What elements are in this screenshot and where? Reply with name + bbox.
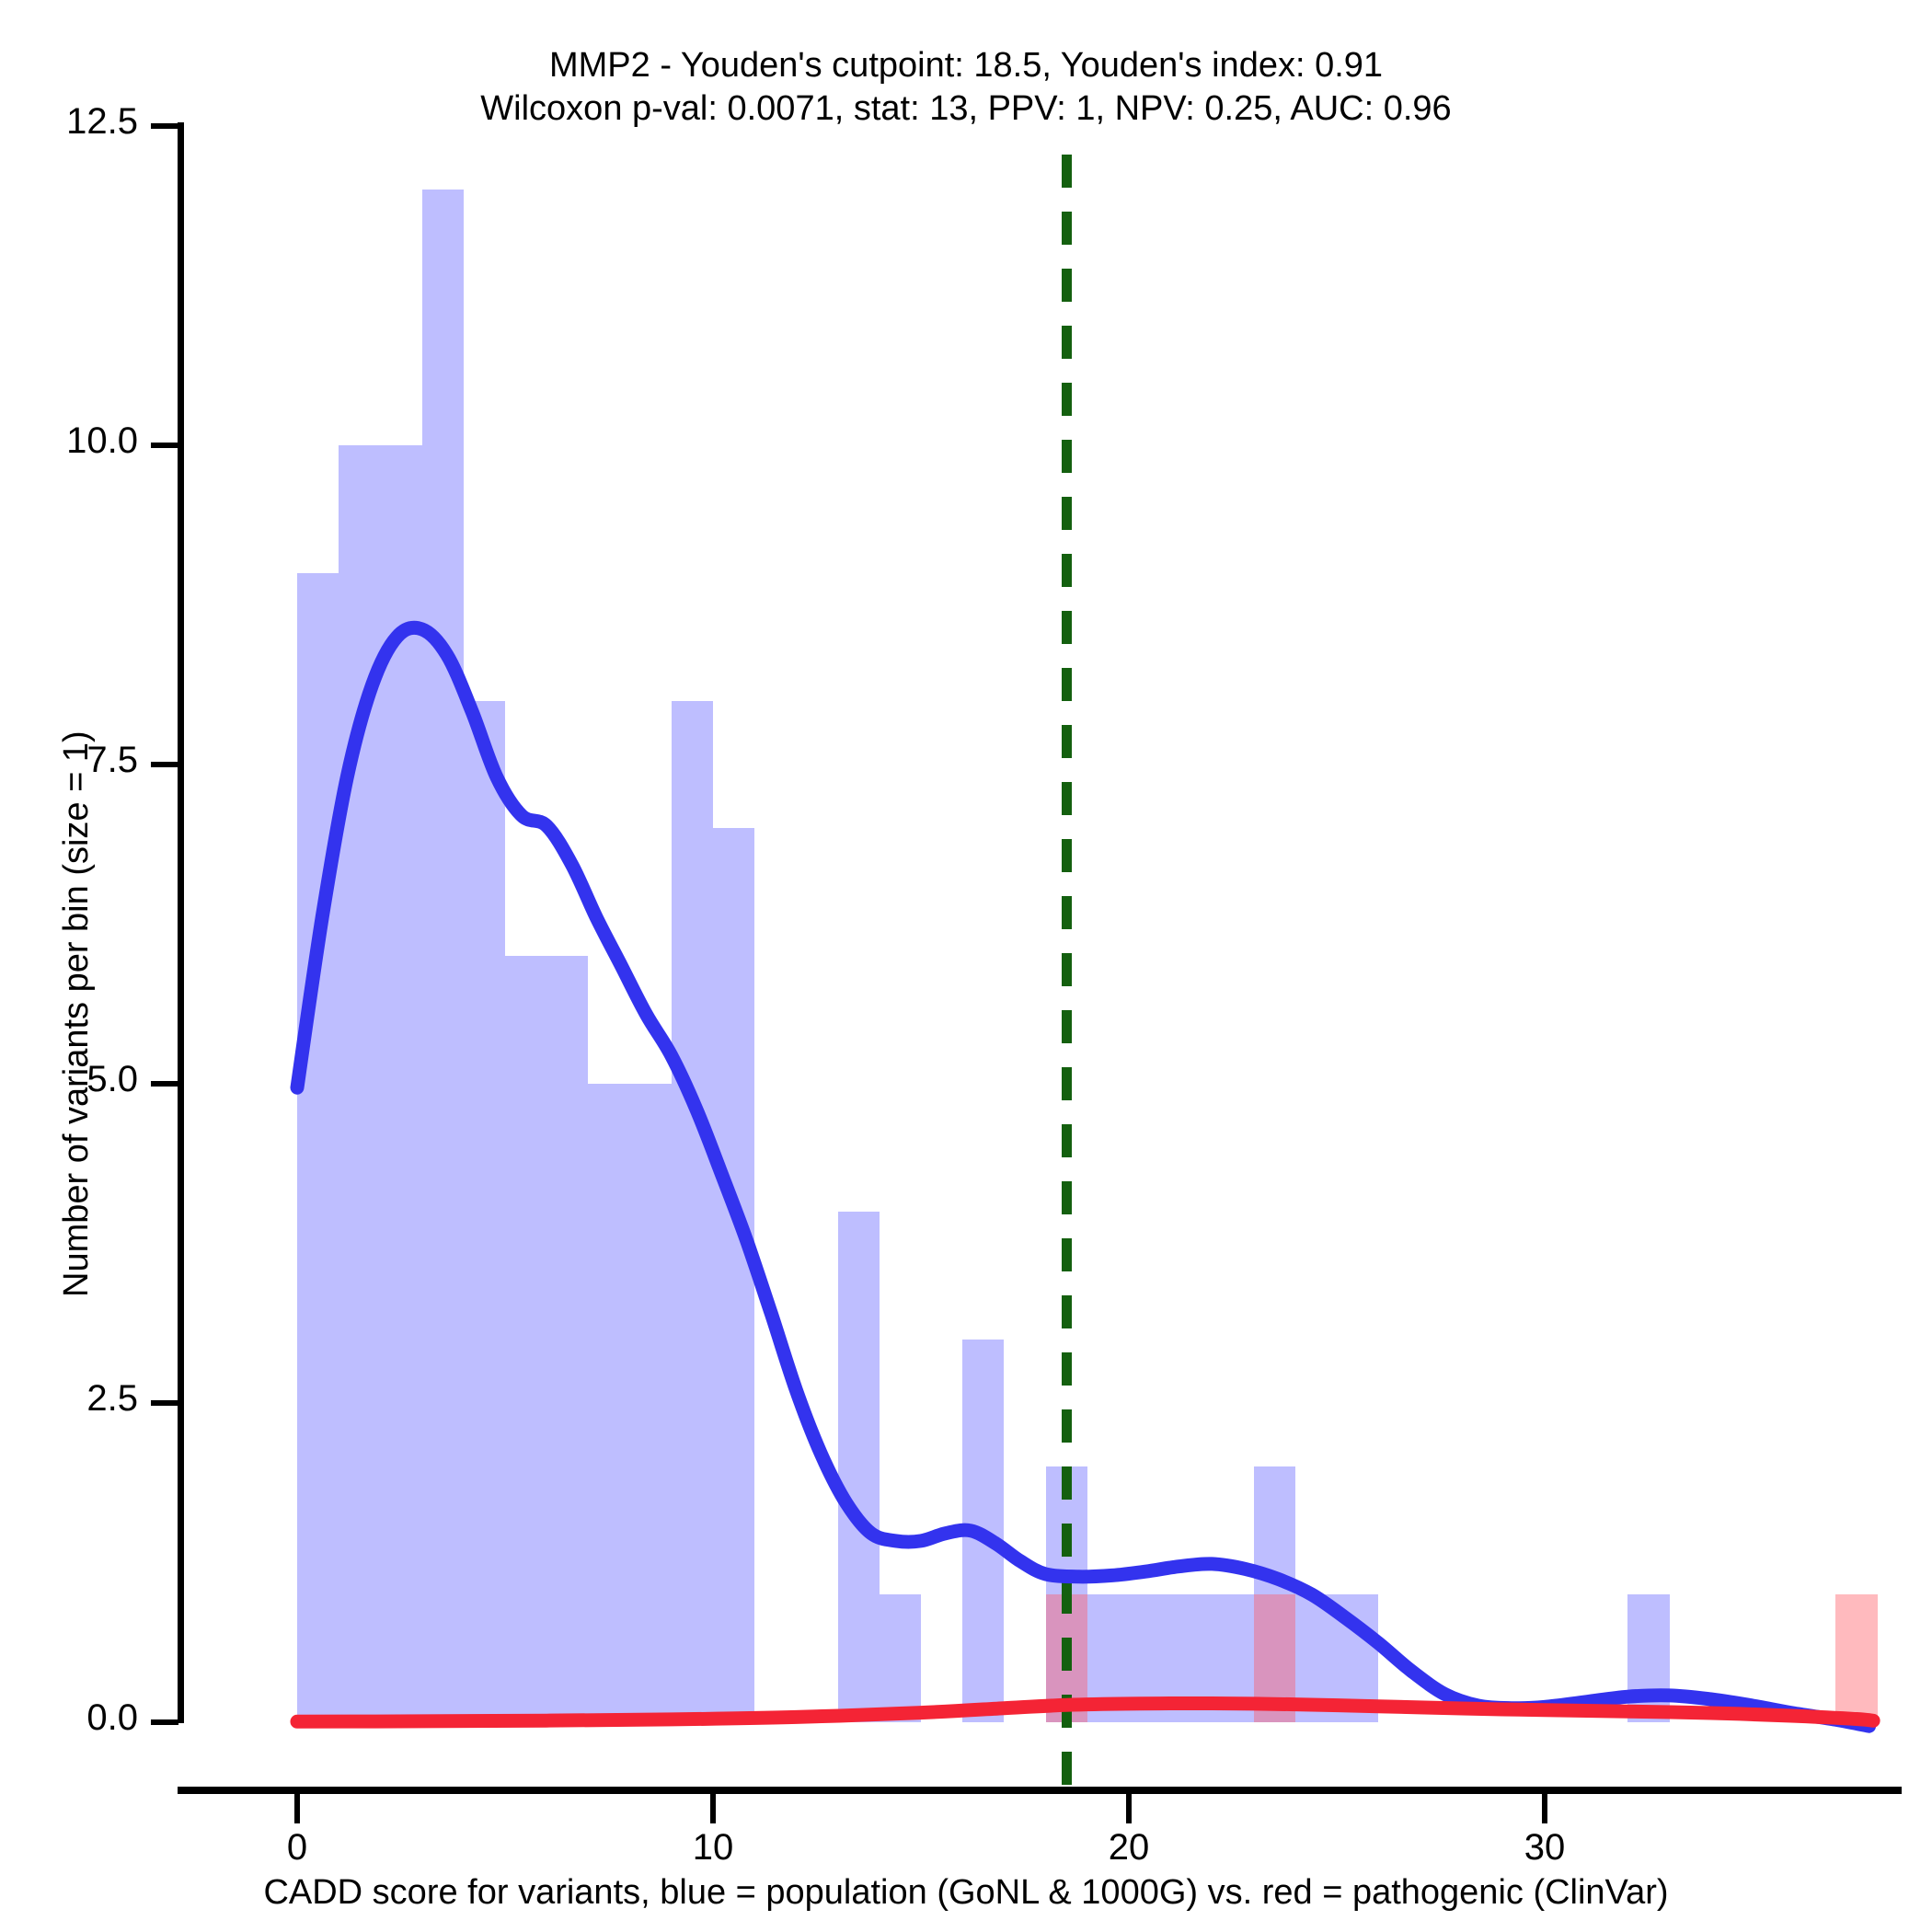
- y-tick-7.5: [151, 762, 178, 767]
- population-bar: [713, 828, 755, 1722]
- population-bar: [671, 700, 713, 1722]
- population-bar: [339, 445, 381, 1722]
- y-tick-label-10.0: 10.0: [66, 420, 138, 461]
- y-tick-label-2.5: 2.5: [86, 1378, 138, 1419]
- x-tick-label-30: 30: [1524, 1827, 1566, 1868]
- population-bar: [837, 1211, 880, 1722]
- x-tick-20: [1126, 1794, 1132, 1823]
- x-axis-line: [178, 1787, 1902, 1794]
- x-axis-label: CADD score for variants, blue = populati…: [263, 1873, 1669, 1912]
- y-axis-line: [178, 122, 184, 1723]
- population-bar: [879, 1594, 921, 1722]
- population-bar: [962, 1339, 1005, 1722]
- population-bar: [1087, 1594, 1254, 1722]
- y-tick-5.0: [151, 1081, 178, 1087]
- population-bar: [380, 445, 422, 1722]
- pathogenic-bar: [1835, 1594, 1878, 1722]
- x-tick-10: [710, 1794, 716, 1823]
- chart-title: MMP2 - Youden's cutpoint: 18.5, Youden's…: [548, 46, 1384, 85]
- population-bar: [1294, 1594, 1379, 1722]
- x-tick-30: [1542, 1794, 1547, 1823]
- pathogenic-bar: [1253, 1594, 1295, 1722]
- y-tick-0.0: [151, 1719, 178, 1725]
- y-tick-label-5.0: 5.0: [86, 1059, 138, 1099]
- y-tick-12.5: [151, 123, 178, 129]
- population-bar: [421, 190, 464, 1722]
- youden-cutpoint-line: [1062, 155, 1073, 1787]
- population-bar: [546, 956, 589, 1722]
- y-tick-2.5: [151, 1400, 178, 1406]
- population-bar: [505, 956, 547, 1722]
- x-tick-label-10: 10: [692, 1827, 734, 1868]
- y-tick-label-7.5: 7.5: [86, 740, 138, 780]
- x-tick-label-0: 0: [286, 1827, 308, 1868]
- x-tick-0: [294, 1794, 300, 1823]
- chart-title-block: MMP2 - Youden's cutpoint: 18.5, Youden's…: [0, 44, 1932, 131]
- y-axis-label: Number of variants per bin (size = 1): [57, 730, 96, 1297]
- population-bar: [588, 1084, 630, 1722]
- y-tick-label-12.5: 12.5: [66, 101, 138, 142]
- chart-subtitle: Wilcoxon p-val: 0.0071, stat: 13, PPV: 1…: [480, 89, 1452, 128]
- population-bar: [297, 572, 339, 1722]
- population-bar: [629, 1084, 672, 1722]
- x-tick-label-20: 20: [1108, 1827, 1150, 1868]
- y-tick-label-0.0: 0.0: [86, 1697, 138, 1738]
- population-bar: [463, 700, 505, 1722]
- population-bar: [1627, 1594, 1670, 1722]
- y-tick-10.0: [151, 443, 178, 448]
